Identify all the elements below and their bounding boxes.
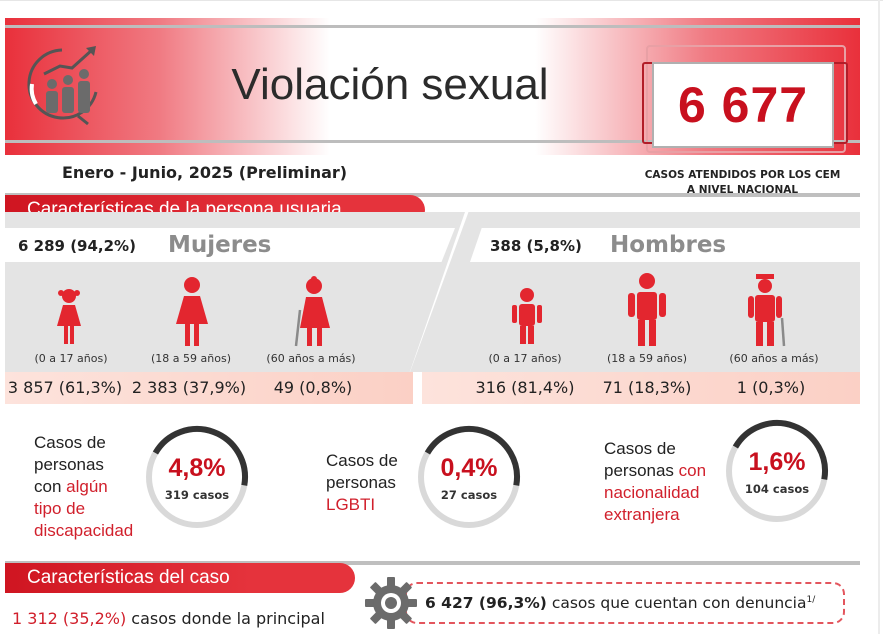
donut-arc xyxy=(152,426,248,486)
men-age-label-2: (60 años a más) xyxy=(729,352,819,365)
donut-ring xyxy=(418,426,520,528)
women-age-label-2: (60 años a más) xyxy=(266,352,356,365)
stat-lgbti-percent: 0,4% xyxy=(440,454,498,482)
men-age-label-0: (0 a 17 años) xyxy=(488,352,562,365)
men-values-row xyxy=(422,372,860,404)
elderly-man-icon xyxy=(748,274,786,347)
top-border xyxy=(0,0,883,1)
donut-arc xyxy=(732,420,828,480)
men-age-value-2: 1 (0,3%) xyxy=(736,378,806,397)
donut-arc xyxy=(424,426,520,486)
total-box-decoration xyxy=(646,45,846,153)
woman-icon xyxy=(176,277,208,346)
section-title-case: Características del caso xyxy=(5,563,355,593)
men-count: 388 (5,8%) xyxy=(490,237,582,255)
donut-ring xyxy=(726,420,828,522)
men-age-value-0: 316 (81,4%) xyxy=(475,378,575,397)
header-divider-bottom xyxy=(5,140,860,143)
women-values-row xyxy=(5,372,413,404)
stat-disability-cases: 319 casos xyxy=(164,488,230,502)
report-period: Enero - Junio, 2025 (Preliminar) xyxy=(62,163,348,182)
stat-disability-donut: 4,8% 319 casos xyxy=(142,422,252,532)
total-cases-value: 6 677 xyxy=(652,62,834,148)
section-divider xyxy=(5,561,860,565)
stat-foreign-text: Casos de personas con nacionalidad extra… xyxy=(604,439,707,524)
stat-lgbti-cases: 27 casos xyxy=(440,488,498,502)
women-label: Mujeres xyxy=(168,232,272,258)
donut-ring xyxy=(146,426,248,528)
women-age-value-0: 3 857 (61,3%) xyxy=(7,378,123,397)
women-age-value-2: 49 (0,8%) xyxy=(273,378,353,397)
women-age-label-1: (18 a 59 años) xyxy=(151,352,231,365)
stat-foreign-cases: 104 casos xyxy=(744,482,810,496)
men-age-label-1: (18 a 59 años) xyxy=(607,352,687,365)
elderly-woman-icon xyxy=(294,276,330,347)
stat-disability-text: Casos de personas con algún tipo de disc… xyxy=(34,433,134,540)
section-divider xyxy=(5,193,860,197)
header-divider-top xyxy=(5,25,860,28)
stat-disability-percent: 4,8% xyxy=(168,454,226,482)
men-label: Hombres xyxy=(610,232,727,258)
stat-foreign-donut: 1,6% 104 casos xyxy=(722,416,832,526)
stat-lgbti-text: Casos de personas LGBTI xyxy=(326,451,398,514)
men-header-strip xyxy=(470,228,860,262)
statistics-logo-icon xyxy=(27,46,98,126)
women-age-value-1: 2 383 (37,9%) xyxy=(131,378,247,397)
women-count: 6 289 (94,2%) xyxy=(18,237,136,255)
men-age-value-1: 71 (18,3%) xyxy=(602,378,692,397)
women-age-label-0: (0 a 17 años) xyxy=(34,352,108,365)
gear-icon xyxy=(365,577,417,629)
stat-lgbti-donut: 0,4% 27 casos xyxy=(414,422,524,532)
man-icon xyxy=(628,273,666,346)
right-border xyxy=(878,0,880,634)
women-header-strip xyxy=(5,228,455,262)
case-principal-text: 1 312 (35,2%) casos donde la principal xyxy=(12,609,325,628)
girl-icon xyxy=(57,289,81,344)
boy-icon xyxy=(512,288,542,344)
stat-foreign-percent: 1,6% xyxy=(748,448,806,476)
page-title: Violación sexual xyxy=(231,60,549,109)
denuncia-text: 6 427 (96,3%) casos que cuentan con denu… xyxy=(425,594,816,612)
